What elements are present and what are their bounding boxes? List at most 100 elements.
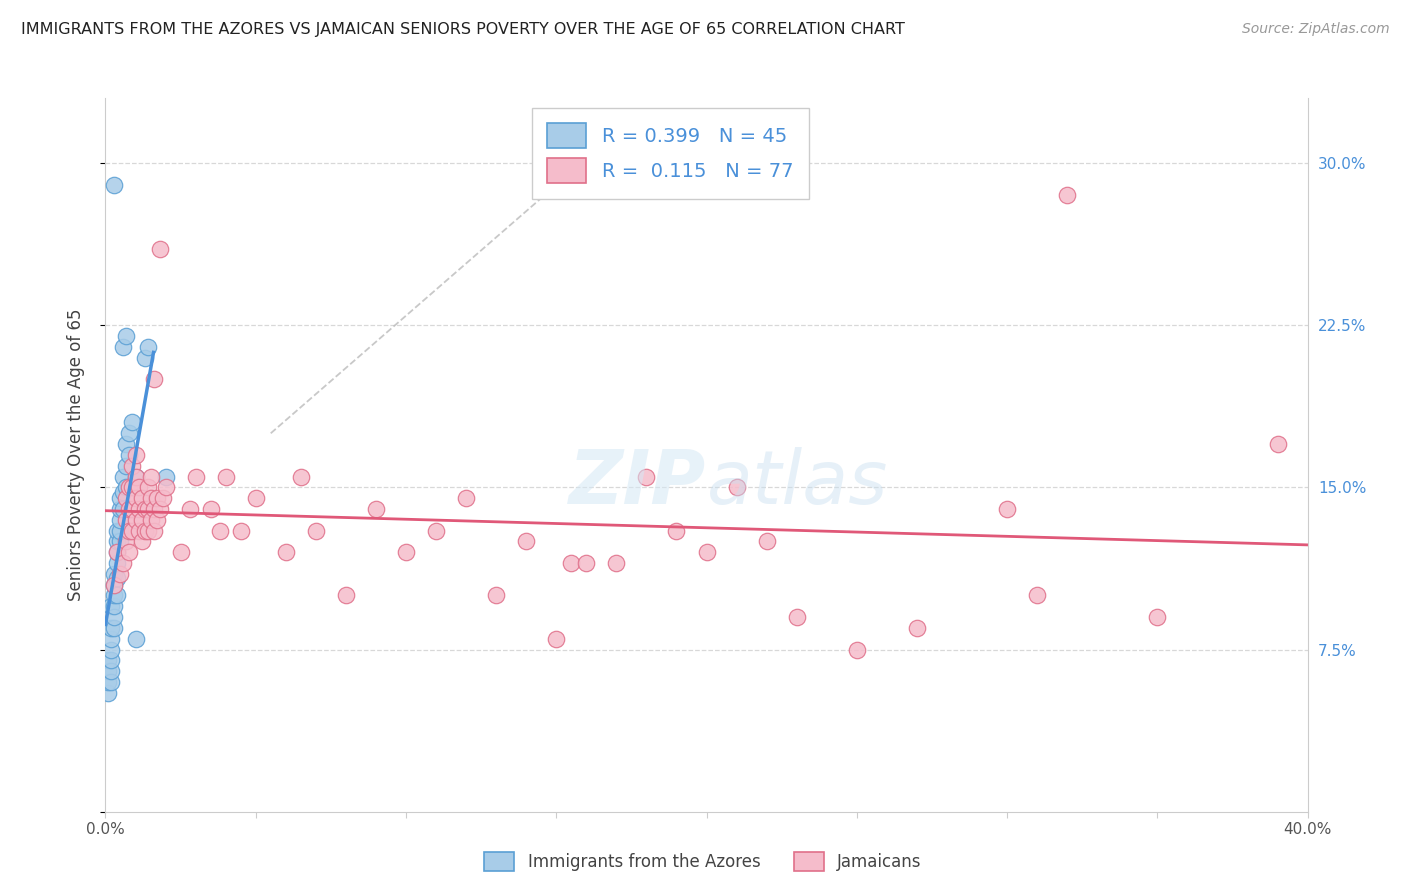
- Point: [560, 556, 582, 570]
- Point: [115, 491, 138, 505]
- Point: [115, 329, 138, 343]
- Point: [97, 686, 120, 700]
- Point: [1146, 610, 1168, 624]
- Point: [184, 469, 207, 483]
- Point: [131, 491, 153, 505]
- Point: [107, 545, 129, 559]
- Point: [546, 632, 568, 646]
- Point: [454, 491, 477, 505]
- Text: IMMIGRANTS FROM THE AZORES VS JAMAICAN SENIORS POVERTY OVER THE AGE OF 65 CORREL: IMMIGRANTS FROM THE AZORES VS JAMAICAN S…: [21, 22, 905, 37]
- Point: [142, 372, 165, 386]
- Point: [214, 469, 236, 483]
- Point: [110, 534, 132, 549]
- Point: [121, 416, 143, 430]
- Point: [118, 448, 141, 462]
- Point: [110, 566, 132, 581]
- Text: atlas: atlas: [707, 448, 889, 519]
- Point: [142, 524, 165, 538]
- Point: [103, 589, 125, 603]
- Point: [131, 534, 153, 549]
- Point: [124, 632, 146, 646]
- Point: [148, 502, 170, 516]
- Point: [139, 491, 162, 505]
- Point: [136, 502, 159, 516]
- Point: [905, 621, 928, 635]
- Point: [134, 502, 156, 516]
- Point: [107, 556, 129, 570]
- Point: [145, 491, 167, 505]
- Point: [425, 524, 447, 538]
- Legend: R = 0.399   N = 45, R =  0.115   N = 77: R = 0.399 N = 45, R = 0.115 N = 77: [531, 108, 808, 199]
- Point: [134, 524, 156, 538]
- Point: [107, 545, 129, 559]
- Point: [121, 458, 143, 473]
- Point: [139, 513, 162, 527]
- Point: [136, 480, 159, 494]
- Point: [107, 534, 129, 549]
- Point: [103, 599, 125, 614]
- Point: [103, 178, 125, 192]
- Point: [208, 524, 231, 538]
- Point: [112, 340, 135, 354]
- Point: [121, 480, 143, 494]
- Point: [115, 458, 138, 473]
- Point: [755, 534, 778, 549]
- Point: [100, 632, 122, 646]
- Point: [124, 448, 146, 462]
- Point: [103, 577, 125, 591]
- Legend: Immigrants from the Azores, Jamaicans: Immigrants from the Azores, Jamaicans: [477, 843, 929, 880]
- Point: [118, 426, 141, 441]
- Point: [696, 545, 718, 559]
- Point: [290, 469, 312, 483]
- Point: [665, 524, 688, 538]
- Point: [274, 545, 297, 559]
- Point: [136, 524, 159, 538]
- Point: [100, 621, 122, 635]
- Point: [100, 675, 122, 690]
- Point: [152, 491, 174, 505]
- Point: [605, 556, 627, 570]
- Point: [121, 524, 143, 538]
- Point: [112, 556, 135, 570]
- Point: [134, 351, 156, 365]
- Point: [115, 480, 138, 494]
- Point: [100, 599, 122, 614]
- Point: [229, 524, 252, 538]
- Point: [305, 524, 328, 538]
- Point: [112, 484, 135, 499]
- Text: ZIP: ZIP: [569, 447, 707, 520]
- Point: [485, 589, 508, 603]
- Point: [110, 502, 132, 516]
- Point: [136, 340, 159, 354]
- Point: [112, 469, 135, 483]
- Point: [169, 545, 191, 559]
- Point: [364, 502, 387, 516]
- Point: [128, 502, 150, 516]
- Point: [995, 502, 1018, 516]
- Point: [115, 513, 138, 527]
- Point: [110, 513, 132, 527]
- Point: [636, 469, 658, 483]
- Point: [786, 610, 808, 624]
- Point: [121, 502, 143, 516]
- Point: [97, 664, 120, 678]
- Point: [1026, 589, 1049, 603]
- Point: [395, 545, 418, 559]
- Point: [845, 642, 868, 657]
- Point: [97, 675, 120, 690]
- Point: [118, 480, 141, 494]
- Point: [124, 513, 146, 527]
- Point: [124, 469, 146, 483]
- Point: [128, 524, 150, 538]
- Point: [112, 502, 135, 516]
- Point: [100, 653, 122, 667]
- Point: [128, 480, 150, 494]
- Point: [103, 621, 125, 635]
- Point: [245, 491, 267, 505]
- Point: [118, 524, 141, 538]
- Point: [110, 524, 132, 538]
- Point: [115, 437, 138, 451]
- Point: [118, 502, 141, 516]
- Point: [100, 664, 122, 678]
- Point: [110, 491, 132, 505]
